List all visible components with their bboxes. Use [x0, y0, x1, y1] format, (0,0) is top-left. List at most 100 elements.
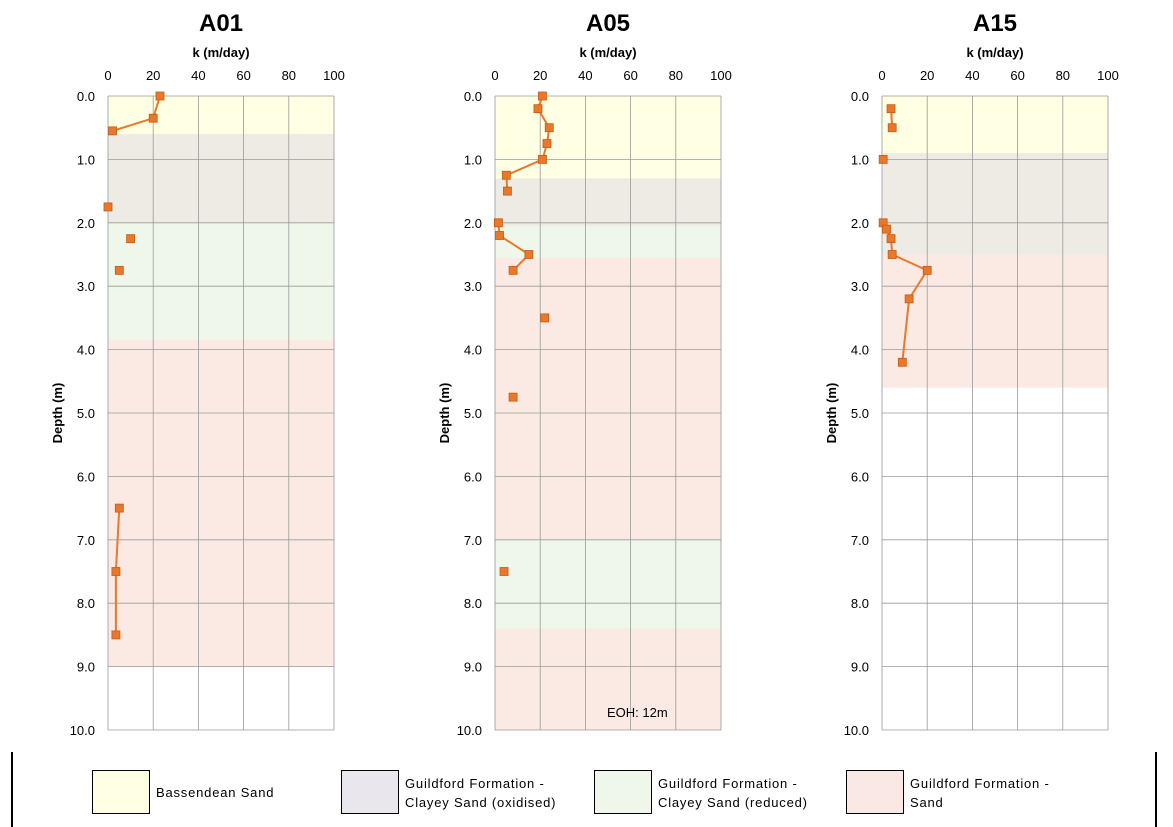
data-point — [538, 154, 547, 164]
layer-band — [495, 257, 721, 540]
x-tick-label: 40 — [191, 68, 205, 83]
y-tick-label: 6.0 — [851, 469, 869, 484]
chart-title: A01 — [199, 10, 243, 37]
y-tick-label: 3.0 — [851, 279, 869, 294]
y-tick-label: 10.0 — [70, 723, 95, 738]
legend-swatch — [92, 770, 150, 814]
chart-title: A15 — [973, 10, 1017, 37]
data-point — [114, 503, 124, 513]
data-point — [886, 104, 896, 114]
data-point — [508, 392, 518, 402]
data-point — [887, 250, 897, 259]
legend-label: Bassendean Sand — [156, 785, 275, 800]
y-tick-label: 5.0 — [851, 406, 869, 421]
y-tick-label: 4.0 — [464, 343, 482, 358]
data-point — [538, 91, 547, 101]
x-tick-label: 100 — [1097, 68, 1119, 83]
y-tick-label: 6.0 — [77, 469, 95, 484]
y-tick-label: 3.0 — [464, 279, 482, 294]
data-point — [897, 357, 907, 367]
data-point — [904, 294, 914, 304]
y-tick-label: 3.0 — [77, 279, 95, 294]
layer-band — [882, 153, 1108, 255]
y-tick-label: 5.0 — [77, 406, 95, 421]
data-point — [103, 202, 113, 212]
x-tick-label: 60 — [1010, 68, 1024, 83]
y-tick-label: 2.0 — [851, 216, 869, 231]
data-point — [126, 234, 135, 244]
data-point — [155, 91, 165, 101]
x-tick-label: 40 — [578, 68, 592, 83]
data-point — [495, 231, 504, 240]
layer-band — [882, 254, 1108, 388]
x-tick-label: 0 — [104, 68, 111, 83]
data-point — [508, 265, 518, 275]
x-tick-label: 20 — [533, 68, 547, 83]
layer-band — [495, 178, 721, 226]
x-axis-label: k (m/day) — [966, 45, 1023, 60]
y-tick-label: 9.0 — [464, 660, 482, 675]
data-point — [503, 186, 512, 196]
layer-band — [108, 96, 334, 135]
x-tick-label: 20 — [146, 68, 160, 83]
data-point — [533, 104, 543, 114]
y-tick-label: 4.0 — [851, 343, 869, 358]
x-tick-label: 20 — [920, 68, 934, 83]
layer-band — [495, 539, 721, 629]
data-point — [542, 139, 552, 148]
y-tick-label: 1.0 — [464, 152, 482, 167]
data-point — [540, 313, 550, 323]
x-tick-label: 60 — [623, 68, 637, 83]
y-tick-label: 8.0 — [77, 596, 95, 611]
legend-divider-left — [11, 752, 13, 827]
y-tick-label: 1.0 — [77, 152, 95, 167]
x-tick-label: 100 — [710, 68, 732, 83]
data-point — [922, 265, 932, 275]
y-tick-label: 7.0 — [77, 533, 95, 548]
x-tick-label: 40 — [965, 68, 979, 83]
chart-title: A05 — [586, 10, 630, 37]
y-tick-label: 0.0 — [77, 89, 95, 104]
y-axis-label: Depth (m) — [824, 383, 839, 444]
y-tick-label: 7.0 — [851, 533, 869, 548]
annotation-eoh: EOH: 12m — [607, 705, 668, 720]
legend-swatch — [341, 770, 399, 814]
y-tick-label: 1.0 — [851, 152, 869, 167]
data-point — [524, 250, 534, 259]
x-tick-label: 0 — [491, 68, 498, 83]
legend-swatch — [846, 770, 904, 814]
data-point — [544, 123, 554, 133]
data-point — [108, 126, 117, 136]
legend-item-clayey-sand-reduced: Guildford Formation - Clayey Sand (reduc… — [594, 768, 814, 818]
legend-label: Guildford Formation - Clayey Sand (reduc… — [658, 776, 808, 810]
data-point — [111, 630, 121, 640]
legend-item-sand: Guildford Formation - Sand — [846, 768, 1066, 818]
x-tick-label: 80 — [282, 68, 296, 83]
y-tick-label: 6.0 — [464, 469, 482, 484]
x-axis-label: k (m/day) — [192, 45, 249, 60]
legend-item-bassendean-sand: Bassendean Sand — [92, 768, 312, 818]
x-tick-label: 0 — [878, 68, 885, 83]
data-point — [878, 154, 888, 164]
legend-label: Guildford Formation - Clayey Sand (oxidi… — [405, 776, 557, 810]
chart-panel-a05: 0 20 40 60 80 100 0.0 1.0 2.0 3.0 4.0 5.0 6.0 7.0 8.0 9… — [437, 10, 732, 738]
y-axis-label: Depth (m) — [437, 383, 452, 444]
y-tick-label: 4.0 — [77, 343, 95, 358]
data-point — [493, 218, 503, 228]
legend-item-clayey-sand-oxidised: Guildford Formation - Clayey Sand (oxidi… — [341, 768, 561, 818]
legend-label: Guildford Formation - Sand — [910, 776, 1050, 810]
layer-band — [495, 628, 721, 730]
y-tick-label: 10.0 — [844, 723, 869, 738]
y-tick-label: 10.0 — [457, 723, 482, 738]
data-point — [886, 234, 896, 244]
legend-divider-right — [1155, 752, 1157, 827]
y-tick-label: 7.0 — [464, 533, 482, 548]
y-tick-label: 5.0 — [464, 406, 482, 421]
data-point — [114, 265, 124, 275]
y-tick-label: 9.0 — [851, 660, 869, 675]
data-point — [111, 567, 121, 576]
y-tick-label: 8.0 — [464, 596, 482, 611]
data-point — [499, 567, 509, 576]
series-line — [497, 222, 530, 272]
